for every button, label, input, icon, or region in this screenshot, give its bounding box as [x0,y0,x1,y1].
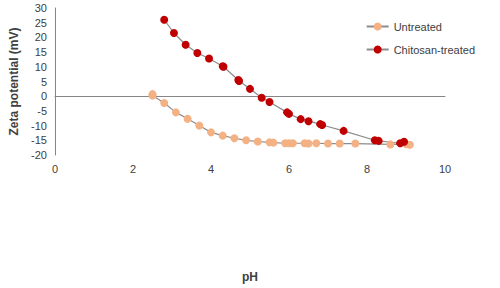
svg-text:4: 4 [208,163,214,175]
svg-text:6: 6 [286,163,292,175]
svg-text:Zeta potential (mV): Zeta potential (mV) [7,27,21,135]
svg-text:-20: -20 [31,149,47,161]
svg-text:Untreated: Untreated [394,21,442,33]
svg-text:10: 10 [439,163,451,175]
svg-text:-5: -5 [37,105,47,117]
svg-text:5: 5 [41,76,47,88]
svg-text:0: 0 [52,163,58,175]
svg-text:Chitosan-treated: Chitosan-treated [394,44,475,56]
svg-text:25: 25 [35,17,47,29]
svg-text:10: 10 [35,61,47,73]
svg-text:8: 8 [364,163,370,175]
svg-text:20: 20 [35,31,47,43]
svg-text:30: 30 [35,2,47,14]
svg-text:0: 0 [41,90,47,102]
svg-text:15: 15 [35,46,47,58]
svg-text:pH: pH [242,270,258,284]
svg-text:-15: -15 [31,134,47,146]
svg-text:2: 2 [130,163,136,175]
svg-text:-10: -10 [31,120,47,132]
